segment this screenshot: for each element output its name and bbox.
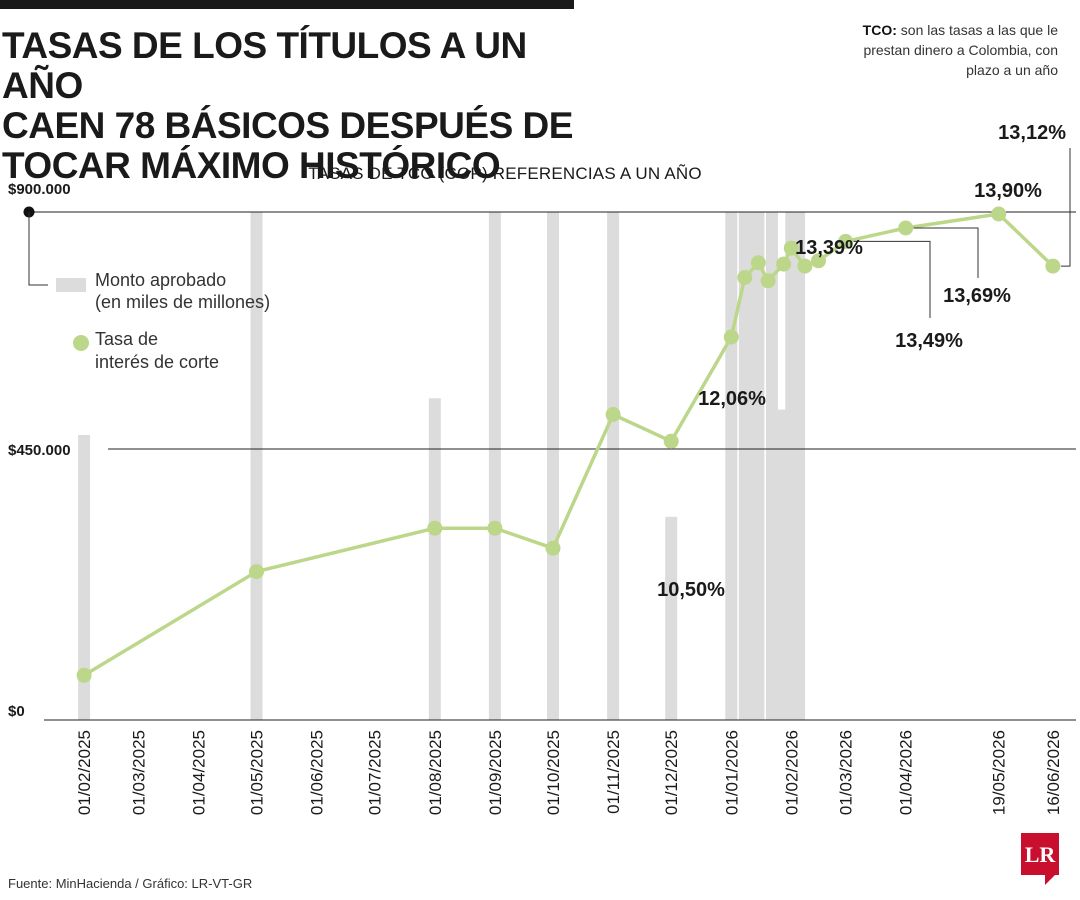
top-rule [0, 0, 574, 9]
data-label: 13,12% [998, 122, 1066, 144]
title-line: CAEN 78 BÁSICOS DESPUÉS DE [2, 105, 573, 146]
data-label: 13,39% [795, 237, 863, 259]
rate-point [750, 255, 766, 271]
x-tick-label: 01/05/2025 [248, 730, 267, 815]
legend-label: interés de corte [95, 352, 219, 372]
rate-point [991, 206, 1007, 222]
x-tick-label: 01/04/2025 [189, 730, 208, 815]
title-line: TASAS DE LOS TÍTULOS A UN AÑO [2, 25, 527, 106]
rate-point [487, 520, 503, 536]
page-title: TASAS DE LOS TÍTULOS A UN AÑO CAEN 78 BÁ… [2, 26, 602, 186]
bar [250, 212, 263, 720]
title-line: TOCAR MÁXIMO HISTÓRICO [2, 145, 501, 186]
rate-point [723, 329, 739, 345]
rate-point [737, 270, 753, 285]
rate-point [776, 256, 792, 272]
bar [428, 398, 441, 720]
rate-point [760, 273, 776, 289]
rate-point [811, 253, 826, 269]
rate-point [249, 564, 264, 580]
rate-point [898, 220, 914, 236]
rate-point [663, 433, 679, 449]
annotation-leader [1060, 148, 1071, 267]
annotation-leader [853, 240, 931, 318]
x-tick-label: 19/05/2026 [990, 730, 1009, 815]
source-credit: Fuente: MinHacienda / Gráfico: LR-VT-GR [8, 876, 253, 891]
rate-point [427, 520, 443, 536]
x-tick-label: 01/02/2025 [75, 730, 94, 815]
x-tick-label: 01/03/2026 [837, 730, 856, 815]
bar [725, 212, 738, 720]
lr-logo [1021, 833, 1059, 875]
x-tick-label: 01/02/2026 [782, 730, 801, 815]
legend-label: Monto aprobado [95, 270, 226, 290]
x-tick-label: 01/07/2025 [366, 730, 385, 815]
bar [665, 516, 678, 720]
data-label: 13,49% [895, 330, 963, 352]
annotation-leader [913, 227, 979, 278]
legend-label: Tasa de [95, 329, 158, 349]
bar [78, 435, 91, 720]
legend-label: (en miles de millones) [95, 292, 270, 312]
data-label: 10,50% [657, 579, 725, 601]
data-label: 12,06% [698, 388, 766, 410]
x-tick-label: 01/06/2025 [308, 730, 327, 815]
rate-point [545, 540, 561, 556]
rate-line [83, 212, 1055, 677]
x-tick-label: 01/08/2025 [426, 730, 445, 815]
bar [738, 212, 751, 720]
definition-note: TCO: son las tasas a las que le prestan … [828, 20, 1058, 80]
y-tick-label: $900.000 [8, 181, 71, 198]
legend-connector [28, 212, 48, 286]
y-tick-label: $0 [8, 703, 25, 720]
bar [488, 212, 501, 720]
chart-title: TASAS DE TCO (COP) REFERENCIAS A UN AÑO [308, 164, 702, 183]
data-label: 13,90% [974, 180, 1042, 202]
data-label: 13,69% [943, 285, 1011, 307]
x-tick-label: 16/06/2026 [1044, 730, 1063, 815]
x-tick-label: 01/11/2025 [604, 730, 623, 814]
rate-point [605, 407, 621, 422]
x-tick-label: 01/09/2025 [486, 730, 505, 815]
lr-logo-text: LR [1024, 842, 1056, 867]
legend-swatch-bars [56, 278, 86, 292]
x-tick-label: 01/01/2026 [722, 730, 741, 815]
x-tick-label: 01/03/2025 [129, 730, 148, 815]
legend-swatch-line [73, 335, 89, 351]
x-tick-label: 01/04/2026 [897, 730, 916, 815]
rate-point [838, 233, 854, 249]
note-text: son las tasas a las que le prestan diner… [863, 22, 1058, 78]
lr-logo-tail [1045, 873, 1057, 885]
bar [793, 212, 806, 720]
bar [766, 212, 778, 720]
bar [547, 212, 559, 720]
y-tick-label: $450.000 [8, 442, 71, 459]
bar [607, 212, 620, 720]
rate-point [797, 258, 813, 274]
rate-point [783, 240, 799, 256]
x-tick-label: 01/12/2025 [662, 730, 681, 815]
rate-point [76, 667, 92, 683]
bar [752, 212, 765, 720]
rate-point [1045, 258, 1061, 274]
note-term: TCO: [862, 22, 897, 38]
x-tick-label: 01/10/2025 [544, 730, 563, 815]
